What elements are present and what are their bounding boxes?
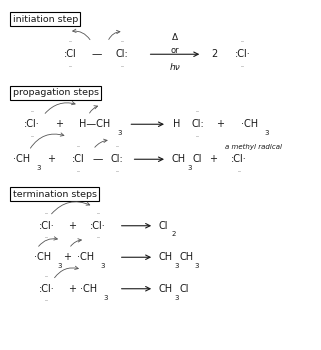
Text: 3: 3 bbox=[174, 294, 179, 301]
Text: ·CH: ·CH bbox=[80, 284, 97, 294]
Text: Cl:: Cl: bbox=[191, 119, 204, 129]
Text: +: + bbox=[68, 221, 76, 231]
Text: :Cl·: :Cl· bbox=[39, 221, 55, 231]
Text: ··: ·· bbox=[45, 299, 48, 303]
Text: —: — bbox=[91, 49, 101, 59]
Text: ··: ·· bbox=[115, 169, 119, 174]
Text: ··: ·· bbox=[237, 145, 241, 149]
Text: :Cl: :Cl bbox=[72, 154, 85, 164]
Text: propagation steps: propagation steps bbox=[13, 88, 99, 97]
Text: ·CH: ·CH bbox=[13, 154, 30, 164]
Text: :Cl·: :Cl· bbox=[24, 119, 40, 129]
Text: CH: CH bbox=[159, 284, 173, 294]
Text: 3: 3 bbox=[57, 263, 62, 269]
Text: ··: ·· bbox=[30, 110, 34, 114]
Text: +: + bbox=[56, 119, 63, 129]
Text: 2: 2 bbox=[172, 231, 176, 238]
Text: +: + bbox=[216, 119, 224, 129]
Text: :Cl·: :Cl· bbox=[39, 284, 55, 294]
Text: 3: 3 bbox=[174, 263, 179, 269]
Text: 3: 3 bbox=[104, 294, 108, 301]
Text: ··: ·· bbox=[69, 64, 73, 69]
Text: CH: CH bbox=[172, 154, 186, 164]
Text: ··: ·· bbox=[237, 169, 241, 174]
Text: Cl:: Cl: bbox=[111, 154, 124, 164]
Text: —: — bbox=[93, 154, 103, 164]
Text: ··: ·· bbox=[45, 211, 48, 216]
Text: :Cl: :Cl bbox=[64, 49, 77, 59]
Text: ··: ·· bbox=[77, 169, 81, 174]
Text: ··: ·· bbox=[120, 64, 124, 69]
Text: Δ: Δ bbox=[172, 33, 178, 42]
Text: CH: CH bbox=[179, 252, 193, 262]
Text: 3: 3 bbox=[188, 165, 192, 171]
Text: ·CH: ·CH bbox=[241, 119, 258, 129]
Text: 3: 3 bbox=[265, 130, 269, 136]
Text: a methyl radical: a methyl radical bbox=[225, 144, 282, 150]
Text: ··: ·· bbox=[77, 145, 81, 149]
Text: ··: ·· bbox=[195, 134, 199, 139]
Text: Cl:: Cl: bbox=[116, 49, 128, 59]
Text: Cl: Cl bbox=[179, 284, 189, 294]
Text: ··: ·· bbox=[120, 40, 124, 44]
Text: 3: 3 bbox=[100, 263, 105, 269]
Text: ··: ·· bbox=[96, 211, 100, 216]
Text: ··: ·· bbox=[30, 134, 34, 139]
Text: ··: ·· bbox=[45, 274, 48, 279]
Text: ··: ·· bbox=[69, 40, 73, 44]
Text: ·CH: ·CH bbox=[77, 252, 94, 262]
Text: ·CH: ·CH bbox=[34, 252, 51, 262]
Text: :Cl·: :Cl· bbox=[231, 154, 247, 164]
Text: or: or bbox=[171, 46, 179, 55]
Text: ··: ·· bbox=[240, 64, 244, 69]
Text: ··: ·· bbox=[115, 145, 119, 149]
Text: hν: hν bbox=[169, 63, 180, 72]
Text: initiation step: initiation step bbox=[13, 15, 78, 24]
Text: ··: ·· bbox=[240, 40, 244, 44]
Text: CH: CH bbox=[159, 252, 173, 262]
Text: ··: ·· bbox=[195, 110, 199, 114]
Text: :Cl·: :Cl· bbox=[90, 221, 106, 231]
Text: +: + bbox=[210, 154, 217, 164]
Text: Cl: Cl bbox=[193, 154, 202, 164]
Text: 3: 3 bbox=[195, 263, 199, 269]
Text: :Cl·: :Cl· bbox=[234, 49, 250, 59]
Text: 3: 3 bbox=[117, 130, 122, 136]
Text: H—CH: H—CH bbox=[79, 119, 110, 129]
Text: +: + bbox=[48, 154, 55, 164]
Text: 2: 2 bbox=[212, 49, 221, 59]
Text: H: H bbox=[173, 119, 181, 129]
Text: ··: ·· bbox=[96, 236, 100, 240]
Text: +: + bbox=[68, 284, 76, 294]
Text: +: + bbox=[64, 252, 71, 262]
Text: 3: 3 bbox=[37, 165, 41, 171]
Text: termination steps: termination steps bbox=[13, 190, 97, 199]
Text: Cl: Cl bbox=[159, 221, 169, 231]
Text: ··: ·· bbox=[45, 236, 48, 240]
